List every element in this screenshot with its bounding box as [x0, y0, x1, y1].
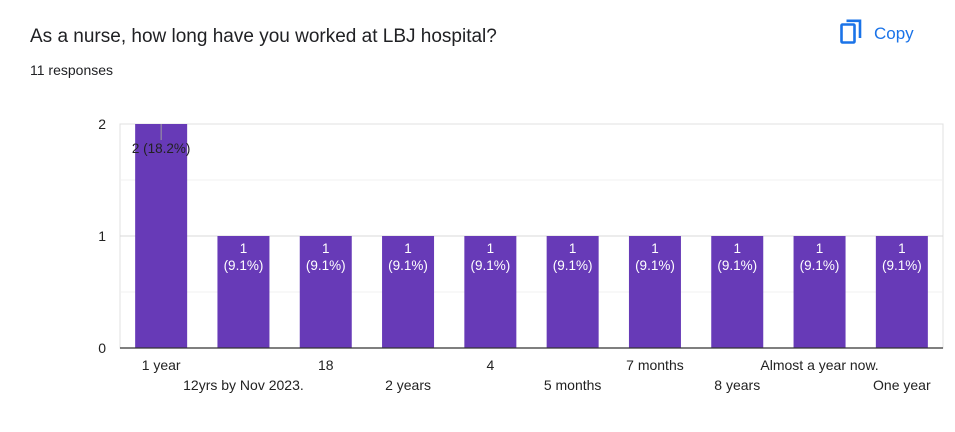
- bar: [711, 236, 764, 348]
- bar: [793, 236, 846, 348]
- data-label: (9.1%): [717, 258, 757, 273]
- data-label: 1: [240, 241, 248, 256]
- data-label: 1: [404, 241, 412, 256]
- x-tick-label: 8 years: [714, 377, 760, 393]
- data-label: (9.1%): [224, 258, 264, 273]
- y-tick-label: 0: [98, 340, 106, 356]
- data-label: 2 (18.2%): [132, 141, 191, 156]
- x-tick-label: 7 months: [626, 357, 684, 373]
- bar: [546, 236, 599, 348]
- bar: [628, 236, 681, 348]
- data-label: 1: [816, 241, 824, 256]
- data-label: 1: [733, 241, 741, 256]
- bar: [875, 236, 928, 348]
- x-tick-label: 5 months: [544, 377, 602, 393]
- y-tick-label: 1: [98, 228, 106, 244]
- question-title: As a nurse, how long have you worked at …: [30, 26, 497, 47]
- y-tick-label: 2: [98, 116, 106, 132]
- x-tick-label: 1 year: [142, 357, 181, 373]
- x-tick-label: 18: [318, 357, 334, 373]
- data-label: (9.1%): [635, 258, 675, 273]
- x-tick-label: 4: [486, 357, 494, 373]
- data-label: (9.1%): [882, 258, 922, 273]
- data-label: 1: [651, 241, 659, 256]
- x-tick-label: Almost a year now.: [760, 357, 878, 373]
- data-label: 1: [322, 241, 330, 256]
- response-count: 11 responses: [30, 62, 114, 78]
- x-tick-label: 2 years: [385, 377, 431, 393]
- bar: [217, 236, 270, 348]
- bar: [299, 236, 352, 348]
- data-label: (9.1%): [553, 258, 593, 273]
- data-label: 1: [569, 241, 577, 256]
- data-label: 1: [487, 241, 495, 256]
- data-label: (9.1%): [388, 258, 428, 273]
- data-label: (9.1%): [470, 258, 510, 273]
- data-label: (9.1%): [306, 258, 346, 273]
- copy-label: Copy: [874, 24, 914, 43]
- bar: [135, 124, 188, 348]
- x-tick-label: One year: [873, 377, 931, 393]
- x-tick-label: 12yrs by Nov 2023.: [183, 377, 304, 393]
- bar: [382, 236, 435, 348]
- bar: [464, 236, 517, 348]
- data-label: 1: [898, 241, 906, 256]
- copy-button[interactable]: Copy: [840, 18, 932, 50]
- data-label: (9.1%): [800, 258, 840, 273]
- copy-icon: [840, 19, 874, 50]
